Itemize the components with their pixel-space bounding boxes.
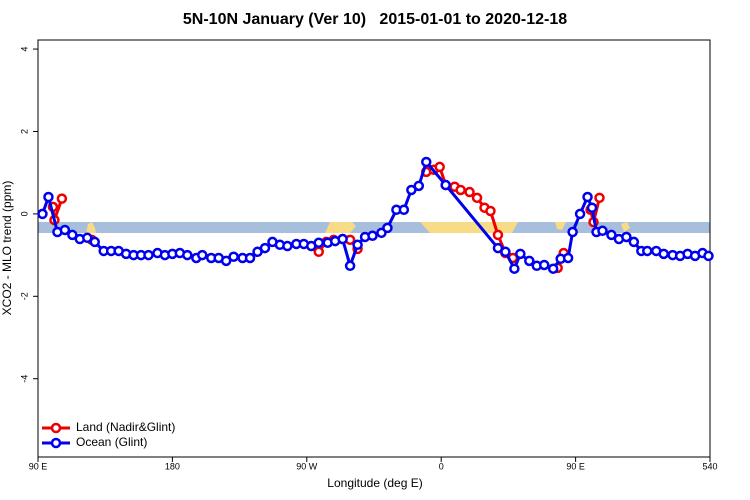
data-point [509, 263, 520, 274]
data-point [440, 179, 451, 191]
y-tick-label: -4 [19, 375, 29, 383]
data-point [56, 193, 68, 204]
data-point [413, 180, 425, 192]
legend-label: Land (Nadir&Glint) [76, 420, 175, 434]
data-point [143, 249, 154, 261]
data-point [658, 248, 669, 260]
data-point [67, 229, 78, 241]
data-point [220, 255, 232, 267]
chart-title: 5N-10N January (Ver 10) 2015-01-01 to 20… [183, 11, 567, 28]
land-strip [86, 222, 96, 233]
data-point [197, 249, 208, 261]
data-point [406, 184, 417, 196]
data-point [492, 229, 504, 241]
data-point [82, 232, 93, 244]
data-point [500, 246, 511, 258]
data-point [562, 252, 574, 264]
land-strip [420, 222, 518, 233]
y-tick-label: -2 [19, 292, 29, 300]
x-axis-title: Longitude (deg E) [327, 476, 422, 490]
legend-label: Ocean (Glint) [76, 435, 147, 449]
data-point [398, 204, 410, 216]
y-tick-label: 2 [19, 129, 29, 134]
data-point [574, 208, 586, 220]
data-point [313, 246, 324, 258]
data-point [642, 245, 653, 257]
y-tick-label: 4 [19, 47, 29, 52]
data-point [59, 224, 71, 236]
data-point [367, 230, 378, 241]
data-point [703, 250, 714, 262]
x-tick-label: 0 [439, 461, 444, 471]
data-point [464, 186, 475, 198]
data-point [485, 205, 496, 217]
data-point [352, 239, 363, 251]
data-point [259, 242, 271, 254]
data-point [228, 251, 239, 262]
data-point [182, 249, 193, 261]
data-point [382, 222, 393, 234]
data-point [434, 161, 445, 173]
data-point [594, 192, 605, 204]
data-point [455, 184, 466, 196]
data-point [337, 233, 348, 245]
data-point [567, 226, 578, 238]
data-point [43, 191, 54, 203]
legend-swatch-marker [50, 437, 62, 449]
x-tick-label: 90 E [29, 461, 48, 471]
ocean-strip [38, 222, 710, 233]
y-tick-label: 0 [19, 211, 29, 216]
x-tick-label: 90 E [566, 461, 585, 471]
x-tick-label: 180 [165, 461, 180, 471]
land-strip [621, 222, 630, 232]
data-point [547, 263, 559, 274]
data-point [515, 248, 526, 260]
data-point [282, 240, 293, 252]
plot-frame [37, 39, 711, 458]
data-point [606, 229, 617, 241]
data-point [582, 191, 593, 203]
data-point [597, 225, 608, 237]
data-point [621, 231, 632, 243]
y-axis-title: XCO2 - MLO trend (ppm) [0, 181, 14, 316]
data-point [471, 192, 483, 204]
data-point [313, 237, 324, 248]
x-tick-label: 540 [702, 461, 717, 471]
data-point [421, 156, 432, 168]
data-point [628, 236, 640, 248]
data-point [37, 208, 48, 220]
data-point [344, 260, 356, 272]
land-strip [325, 222, 356, 233]
data-point [244, 252, 256, 264]
data-point [586, 202, 598, 213]
land-strip [555, 222, 566, 230]
data-point [524, 255, 535, 267]
legend-swatch-marker [50, 422, 62, 434]
data-point [89, 236, 100, 248]
x-tick-label: 90 W [296, 461, 318, 471]
plot-area: -4 -2 0 2 4 90 E 180 90 W 0 90 E 540 Land (Nadir&Gl… [19, 47, 717, 472]
data-point [538, 259, 550, 271]
